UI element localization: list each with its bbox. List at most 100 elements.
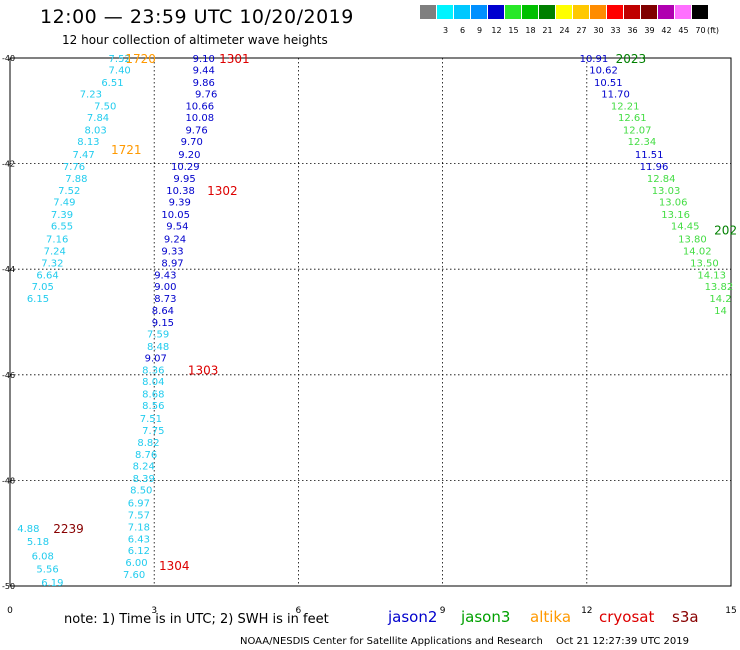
swh-value-label: 7.16 [46, 235, 68, 246]
x-tick-label: 9 [440, 606, 446, 616]
swh-value-label: 7.51 [140, 414, 162, 425]
pass-time-label: 1302 [207, 184, 238, 198]
scale-label: 9 [476, 26, 483, 35]
chart-subtitle: 12 hour collection of altimeter wave hei… [62, 33, 328, 47]
scale-swatch [658, 5, 674, 19]
swh-value-label: 7.39 [51, 210, 73, 221]
scale-label: 39 [644, 26, 655, 35]
swh-value-label: 10.66 [185, 102, 214, 113]
swh-value-label: 10.51 [594, 78, 623, 89]
pass-time-label: 2023 [616, 52, 647, 66]
swh-value-label: 6.12 [128, 546, 150, 557]
scale-label: 36 [627, 26, 638, 35]
pass-time-label: 202 [714, 224, 737, 238]
y-tick-label: -46 [2, 371, 15, 380]
swh-value-label: 12.34 [628, 137, 657, 148]
scale-label: 21 [542, 26, 553, 35]
scale-label: 18 [525, 26, 536, 35]
swh-value-label: 7.32 [41, 258, 63, 269]
swh-value-label: 5.56 [36, 565, 58, 576]
swh-value-label: 7.50 [94, 102, 116, 113]
swh-value-label: 8.56 [142, 401, 164, 412]
swh-value-label: 6.51 [101, 78, 123, 89]
scale-swatch [420, 5, 436, 19]
swh-value-label: 8.50 [130, 485, 152, 496]
swh-value-label: 10.08 [185, 113, 214, 124]
scale-swatch [471, 5, 487, 19]
swh-value-label: 8.39 [133, 474, 155, 485]
swh-value-label: 10.38 [166, 186, 195, 197]
scale-label: 12 [491, 26, 502, 35]
y-tick-label: -48 [2, 476, 15, 485]
swh-value-label: 9.44 [193, 66, 215, 77]
swh-value-label: 6.97 [128, 499, 150, 510]
swh-value-label: 6.15 [27, 294, 49, 305]
satellite-name: jason3 [461, 608, 511, 626]
scale-swatch [641, 5, 657, 19]
swh-value-label: 9.15 [152, 318, 174, 329]
swh-value-label: 9.43 [154, 270, 176, 281]
swh-value-label: 6.00 [125, 558, 147, 569]
scale-swatch [675, 5, 691, 19]
footer-org: NOAA/NESDIS Center for Satellite Applica… [240, 636, 543, 647]
swh-value-label: 8.73 [154, 294, 176, 305]
swh-value-label: 7.59 [147, 330, 169, 341]
footer-timestamp: Oct 21 12:27:39 UTC 2019 [556, 636, 689, 647]
swh-value-label: 7.23 [80, 89, 102, 100]
swh-value-label: 14.45 [671, 221, 700, 232]
swh-value-label: 8.24 [133, 462, 155, 473]
plot-frame [9, 57, 732, 587]
swh-value-label: 7.47 [72, 150, 94, 161]
swh-value-label: 9.33 [161, 247, 183, 258]
swh-value-label: 12.61 [618, 113, 647, 124]
swh-value-label: 9.20 [178, 150, 200, 161]
scale-label: 15 [508, 26, 519, 35]
pass-time-label: 1303 [188, 364, 219, 378]
swh-value-label: 6.19 [41, 578, 63, 589]
swh-value-label: 9.00 [154, 282, 176, 293]
swh-value-label: 8.64 [152, 306, 174, 317]
swh-value-label: 9.70 [181, 137, 203, 148]
swh-value-label: 9.76 [185, 125, 207, 136]
footer: NOAA/NESDIS Center for Satellite Applica… [240, 636, 689, 647]
pass-time-label: 1301 [219, 52, 250, 66]
swh-value-label: 11.51 [635, 150, 664, 161]
y-tick-label: -44 [2, 265, 15, 274]
swh-value-label: 11.96 [640, 162, 669, 173]
swh-value-label: 7.60 [123, 570, 145, 581]
swh-value-label: 10.05 [161, 210, 190, 221]
pass-time-label: 1304 [159, 559, 190, 573]
swh-value-label: 10.91 [580, 54, 609, 65]
scale-label: 70 [695, 26, 706, 35]
swh-value-label: 9.95 [173, 174, 195, 185]
x-tick-label: 0 [7, 606, 13, 616]
scale-swatch [624, 5, 640, 19]
swh-value-label: 7.24 [44, 247, 66, 258]
swh-value-label: 14 [714, 306, 727, 317]
satellite-name: s3a [672, 608, 699, 626]
y-tick-label: -42 [2, 160, 15, 169]
swh-value-label: 6.55 [51, 221, 73, 232]
swh-value-label: 8.68 [142, 389, 164, 400]
pass-time-label: 1720 [125, 52, 156, 66]
scale-label: 3 [442, 26, 449, 35]
swh-value-label: 9.86 [193, 78, 215, 89]
scale-label: 30 [593, 26, 604, 35]
swh-value-label: 7.75 [142, 426, 164, 437]
swh-value-label: 8.76 [135, 450, 157, 461]
swh-value-label: 6.43 [128, 534, 150, 545]
swh-value-label: 14.02 [683, 247, 712, 258]
swh-value-label: 9.24 [164, 235, 186, 246]
swh-value-label: 10.29 [171, 162, 200, 173]
swh-value-label: 7.57 [128, 511, 150, 522]
scale-swatch [607, 5, 623, 19]
scale-label: 42 [661, 26, 672, 35]
swh-value-label: 7.18 [128, 522, 150, 533]
swh-value-label: 7.49 [53, 198, 75, 209]
x-tick-label: 6 [296, 606, 302, 616]
swh-value-label: 8.03 [85, 125, 107, 136]
swh-value-label: 9.54 [166, 221, 188, 232]
scale-swatch [573, 5, 589, 19]
x-tick-label: 12 [581, 606, 592, 616]
swh-value-label: 7.52 [109, 54, 131, 65]
